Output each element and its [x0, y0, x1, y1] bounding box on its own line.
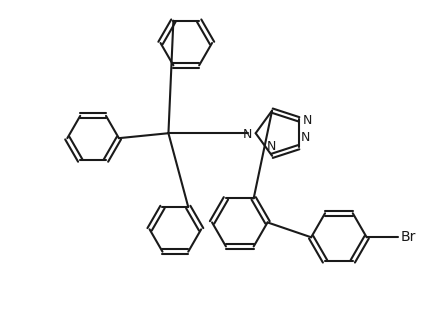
Text: N: N	[266, 140, 276, 153]
Text: N: N	[242, 128, 252, 141]
Text: N: N	[301, 131, 310, 144]
Text: N: N	[302, 114, 312, 127]
Text: Br: Br	[400, 230, 416, 244]
